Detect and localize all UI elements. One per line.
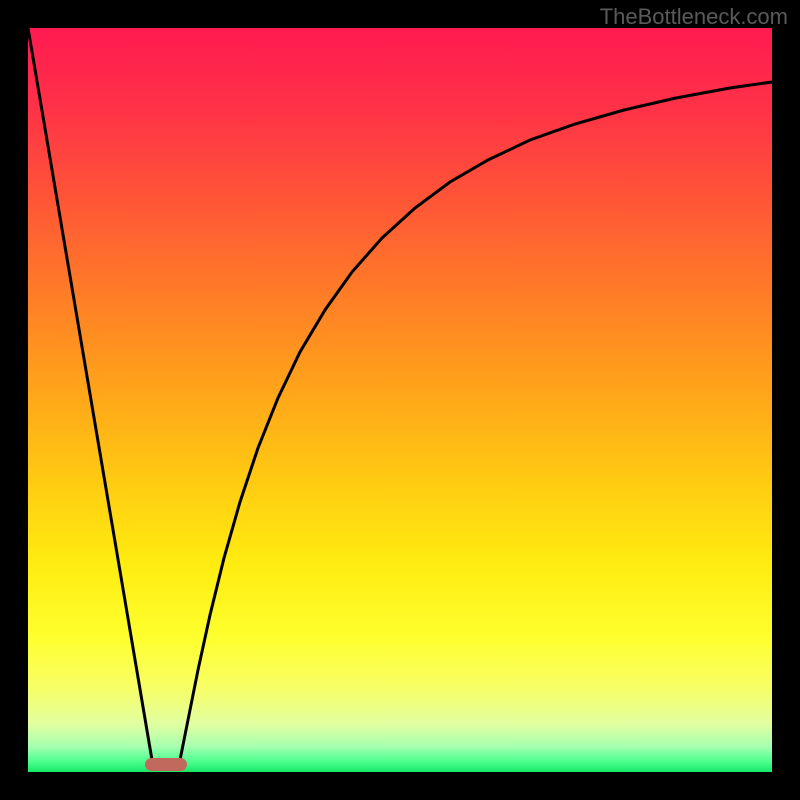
- chart-background: [28, 28, 772, 772]
- watermark-text: TheBottleneck.com: [600, 4, 788, 30]
- chart-container: TheBottleneck.com: [0, 0, 800, 800]
- marker-pill: [145, 758, 187, 771]
- bottleneck-chart: [0, 0, 800, 800]
